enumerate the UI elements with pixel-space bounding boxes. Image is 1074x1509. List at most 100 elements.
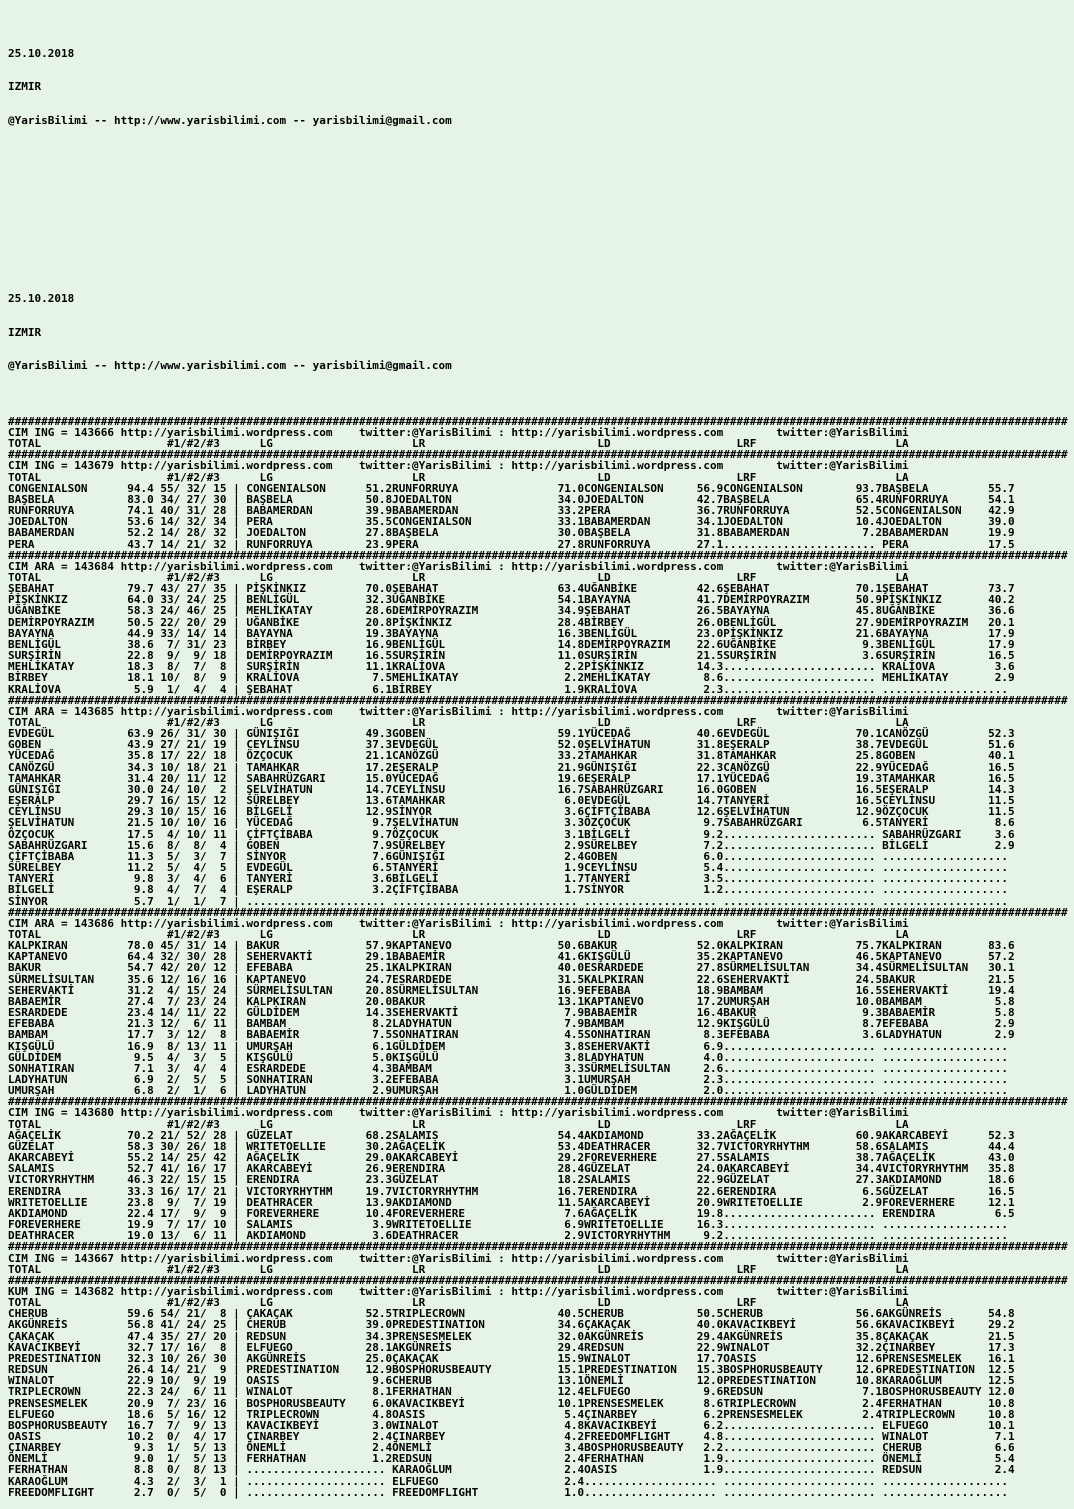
section-divider: ########################################… xyxy=(8,448,1068,462)
stats-row: KAVACIKBEYİ 32.7 17/ 16/ 8 | ELFUEGO 28.… xyxy=(8,1340,1015,1354)
section-divider: ########################################… xyxy=(8,693,1068,707)
column-header: TOTAL #1/#2/#3 LG LR LD LRF LA xyxy=(8,927,909,941)
stats-row: RUNFORRUYA 74.1 40/ 31/ 28 | BABAMERDAN … xyxy=(8,504,1015,518)
stats-row: SURŞİRİN 22.8 9/ 9/ 18 | DEMİRPOYRAZIM 1… xyxy=(8,649,1015,663)
stats-row: KARAOĞLUM 4.3 2/ 3/ 1 | ................… xyxy=(8,1474,1015,1488)
stats-row: AKGÜNREİS 56.8 41/ 24/ 25 | CHERUB 39.0P… xyxy=(8,1318,1015,1332)
stats-row: EFEBABA 21.3 12/ 6/ 11 | BAMBAM 8.2LADYH… xyxy=(8,1017,1015,1031)
stats-row: GÜLDİDEM 9.5 4/ 3/ 5 | KIŞGÜLÜ 5.0KIŞGÜL… xyxy=(8,1050,1015,1064)
section-divider: ########################################… xyxy=(8,414,1068,428)
stats-row: FREEDOMFLIGHT 2.7 0/ 5/ 0 | ............… xyxy=(8,1485,1015,1499)
column-header: TOTAL #1/#2/#3 LG LR LD LRF LA xyxy=(8,1262,909,1276)
stats-row: SÜRELBEY 11.2 5/ 4/ 5 | EVDEGÜL 6.5TANYE… xyxy=(8,861,1015,875)
blank-line xyxy=(8,204,1074,215)
section-divider: ########################################… xyxy=(8,1095,1068,1109)
stats-row: JOEDALTON 53.6 14/ 32/ 34 | PERA 35.5CON… xyxy=(8,515,1015,529)
stats-row: KAPTANEVO 64.4 32/ 30/ 28 | SEHERVAKTİ 2… xyxy=(8,950,1015,964)
stats-row: EVDEGÜL 63.9 26/ 31/ 30 | GÜNIŞIĞI 49.3G… xyxy=(8,727,1015,741)
stats-row: KALPKIRAN 78.0 45/ 31/ 14 | BAKUR 57.9KA… xyxy=(8,939,1015,953)
stats-row: REDSUN 26.4 14/ 21/ 9 | PREDESTINATION 1… xyxy=(8,1363,1015,1377)
stats-row: BABAEMİR 27.4 7/ 23/ 24 | KALPKIRAN 20.0… xyxy=(8,994,1015,1008)
stats-row: ÖNEMLİ 9.0 1/ 5/ 13 | FERHATHAN 1.2REDSU… xyxy=(8,1452,1015,1466)
blank-line xyxy=(8,170,1074,181)
column-header: TOTAL #1/#2/#3 LG LR LD LRF LA xyxy=(8,470,909,484)
report-city: IZMIR xyxy=(8,325,42,339)
stats-row: UĞANBİKE 58.3 24/ 46/ 25 | MEHLİKATAY 28… xyxy=(8,604,1015,618)
stats-row: GÜNIŞIĞI 30.0 24/ 10/ 2 | ŞELVİHATUN 14.… xyxy=(8,782,1015,796)
stats-row: OASIS 10.2 0/ 4/ 17 | ÇINARBEY 2.4ÇINARB… xyxy=(8,1430,1015,1443)
stats-row: BİRBEY 18.1 10/ 8/ 9 | KRALİOVA 7.5MEHLİ… xyxy=(8,671,1015,685)
stats-row: BENLİGÜL 38.6 7/ 31/ 23 | BİRBEY 16.9BEN… xyxy=(8,637,1015,651)
stats-row: SEHERVAKTİ 31.2 4/ 15/ 24 | SÜRMELİSULTA… xyxy=(8,983,1015,997)
stats-row: ÇINARBEY 9.3 1/ 5/ 13 | ÖNEMLİ 2.4ÖNEMLİ… xyxy=(8,1441,1015,1455)
column-header: TOTAL #1/#2/#3 LG LR LD LRF LA xyxy=(8,570,909,584)
stats-row: ERENDIRA 33.3 16/ 17/ 21 | VICTORYRHYTHM… xyxy=(8,1184,1015,1198)
stats-row: LADYHATUN 6.9 2/ 5/ 5 | SONHATIRAN 3.2EF… xyxy=(8,1073,1015,1086)
stats-row: CEYLİNSU 29.3 10/ 15/ 16 | BİLGELİ 12.9S… xyxy=(8,805,1015,819)
section-header: CIM ARA = 143685 http://yarisbilimi.word… xyxy=(8,704,909,718)
stats-row: WRITETOELLIE 23.8 9/ 7/ 19 | DEATHRACER … xyxy=(8,1195,1015,1209)
masthead-block: 25.10.2018 IZMIR @YarisBilimi -- http://… xyxy=(8,271,1074,394)
stats-row: SİNYOR 5.7 1/ 1/ 7 | ...................… xyxy=(8,894,1015,908)
report-city: IZMIR xyxy=(8,80,42,94)
stats-row: BİLGELİ 9.8 4/ 7/ 4 | EŞERALP 3.2ÇİFTÇİB… xyxy=(8,883,1015,897)
report-contact-line: @YarisBilimi -- http://www.yarisbilimi.c… xyxy=(8,113,452,127)
stats-row: PRENSESMELEK 20.9 7/ 23/ 16 | BOSPHORUSB… xyxy=(8,1396,1015,1410)
stats-row: TANYERİ 9.8 3/ 4/ 6 | TANYERİ 3.6BİLGELİ… xyxy=(8,872,1015,886)
section-header: CIM ING = 143666 http://yarisbilimi.word… xyxy=(8,425,909,439)
stats-row: WINALOT 22.9 10/ 9/ 19 | OASIS 9.6CHERUB… xyxy=(8,1374,1015,1388)
stats-row: VICTORYRHYTHM 46.3 22/ 15/ 15 | ERENDIRA… xyxy=(8,1173,1015,1187)
column-header: TOTAL #1/#2/#3 LG LR LD LRF LA xyxy=(8,1117,909,1131)
stats-row: AKDIAMOND 22.4 17/ 9/ 9 | FOREVERHERE 10… xyxy=(8,1206,1015,1220)
stats-row: PERA 43.7 14/ 21/ 32 | RUNFORRUYA 23.9PE… xyxy=(8,537,1015,551)
stats-row: ÇİFTÇİBABA 11.3 5/ 3/ 7 | SİNYOR 7.6GÜNI… xyxy=(8,849,1015,863)
stats-row: ŞEBAHAT 79.7 43/ 27/ 35 | PİŞKİNKIZ 70.0… xyxy=(8,582,1015,596)
section-header: CIM ARA = 143684 http://yarisbilimi.word… xyxy=(8,559,909,573)
stats-row: DEATHRACER 19.0 13/ 6/ 11 | AKDIAMOND 3.… xyxy=(8,1229,1015,1243)
report-date: 25.10.2018 xyxy=(8,292,75,306)
stats-row: MEHLİKATAY 18.3 8/ 7/ 8 | SURŞİRİN 11.1K… xyxy=(8,660,1015,674)
report-contact-line: @YarisBilimi -- http://www.yarisbilimi.c… xyxy=(8,359,452,372)
stats-row: FOREVERHERE 19.9 7/ 17/ 10 | SALAMIS 3.9… xyxy=(8,1218,1015,1232)
stats-row: ÖZÇOCUK 17.5 4/ 10/ 11 | ÇİFTÇİBABA 9.7Ö… xyxy=(8,827,1015,841)
report-body: ########################################… xyxy=(8,416,1074,1498)
report-date: 25.10.2018 xyxy=(8,46,75,60)
section-header: CIM ING = 143667 http://yarisbilimi.word… xyxy=(8,1251,909,1265)
column-header: TOTAL #1/#2/#3 LG LR LD LRF LA xyxy=(8,716,909,729)
stats-row: AKARCABEYİ 55.2 14/ 25/ 42 | AĞAÇELİK 29… xyxy=(8,1151,1015,1165)
stats-row: BABAMERDAN 52.2 14/ 28/ 32 | JOEDALTON 2… xyxy=(8,526,1015,540)
section-divider: ########################################… xyxy=(8,548,1068,562)
stats-row: FERHATHAN 8.8 0/ 8/ 13 | ...............… xyxy=(8,1463,1015,1477)
stats-row: ELFUEGO 18.6 5/ 16/ 12 | TRIPLECROWN 4.8… xyxy=(8,1407,1015,1421)
column-header: TOTAL #1/#2/#3 LG LR LD LRF LA xyxy=(8,1296,909,1310)
stats-row: YÜCEDAĞ 35.8 17/ 22/ 18 | ÖZÇOCUK 21.1CA… xyxy=(8,749,1015,763)
stats-row: SÜRMELİSULTAN 35.6 12/ 16/ 16 | KAPTANEV… xyxy=(8,972,1015,986)
stats-row: SABAHRÜZGARI 15.6 8/ 8/ 4 | GOBEN 7.9SÜR… xyxy=(8,838,1015,852)
stats-row: DEMİRPOYRAZIM 50.5 22/ 20/ 29 | UĞANBİKE… xyxy=(8,615,1015,629)
stats-row: TRIPLECROWN 22.3 24/ 6/ 11 | WINALOT 8.1… xyxy=(8,1385,1015,1399)
stats-row: BAKUR 54.7 42/ 20/ 12 | EFEBABA 25.1KALP… xyxy=(8,961,1015,975)
stats-row: ESRARDEDE 23.4 14/ 11/ 22 | GÜLDİDEM 14.… xyxy=(8,1006,1015,1020)
stats-row: BAMBAM 17.7 3/ 12/ 8 | BABAEMİR 7.5SONHA… xyxy=(8,1028,1015,1042)
section-divider: ########################################… xyxy=(8,1273,1068,1287)
stats-row: TAMAHKAR 31.4 20/ 11/ 12 | SABAHRÜZGARI … xyxy=(8,771,1015,785)
section-header: CIM ING = 143679 http://yarisbilimi.word… xyxy=(8,459,909,473)
stats-row: BAYAYNA 44.9 33/ 14/ 14 | BAYAYNA 19.3BA… xyxy=(8,626,1015,640)
stats-row: KRALİOVA 5.9 1/ 4/ 4 | ŞEBAHAT 6.1BİRBEY… xyxy=(8,682,1015,696)
stats-row: CANÖZGÜ 34.3 10/ 18/ 21 | TAMAHKAR 17.2E… xyxy=(8,760,1015,774)
column-header: TOTAL #1/#2/#3 LG LR LD LRF LA xyxy=(8,437,909,451)
section-divider: ########################################… xyxy=(8,1240,1068,1254)
stats-row: AĞAÇELİK 70.2 21/ 52/ 28 | GÜZELAT 68.2S… xyxy=(8,1128,1015,1142)
masthead-block: 25.10.2018 IZMIR @YarisBilimi -- http://… xyxy=(8,25,1074,148)
section-header: CIM ARA = 143686 http://yarisbilimi.word… xyxy=(8,916,909,930)
stats-row: SALAMIS 52.7 41/ 16/ 17 | AKARCABEYİ 26.… xyxy=(8,1162,1015,1176)
section-header: KUM ING = 143682 http://yarisbilimi.word… xyxy=(8,1284,909,1298)
stats-row: BOSPHORUSBEAUTY 16.7 7/ 9/ 13 | KAVACIKB… xyxy=(8,1418,1015,1432)
stats-row: GÜZELAT 58.3 30/ 26/ 18 | WRITETOELLIE 3… xyxy=(8,1139,1015,1153)
blank-line xyxy=(8,237,1074,248)
stats-row: PİŞKİNKIZ 64.0 33/ 24/ 25 | BENLİGÜL 32.… xyxy=(8,593,1015,607)
stats-row: GOBEN 43.9 27/ 21/ 19 | CEYLİNSU 37.3EVD… xyxy=(8,738,1015,752)
stats-row: CONGENIALSON 94.4 55/ 32/ 15 | CONGENIAL… xyxy=(8,481,1015,495)
stats-row: KIŞGÜLÜ 16.9 8/ 13/ 11 | UMURŞAH 6.1GÜLD… xyxy=(8,1039,1015,1053)
